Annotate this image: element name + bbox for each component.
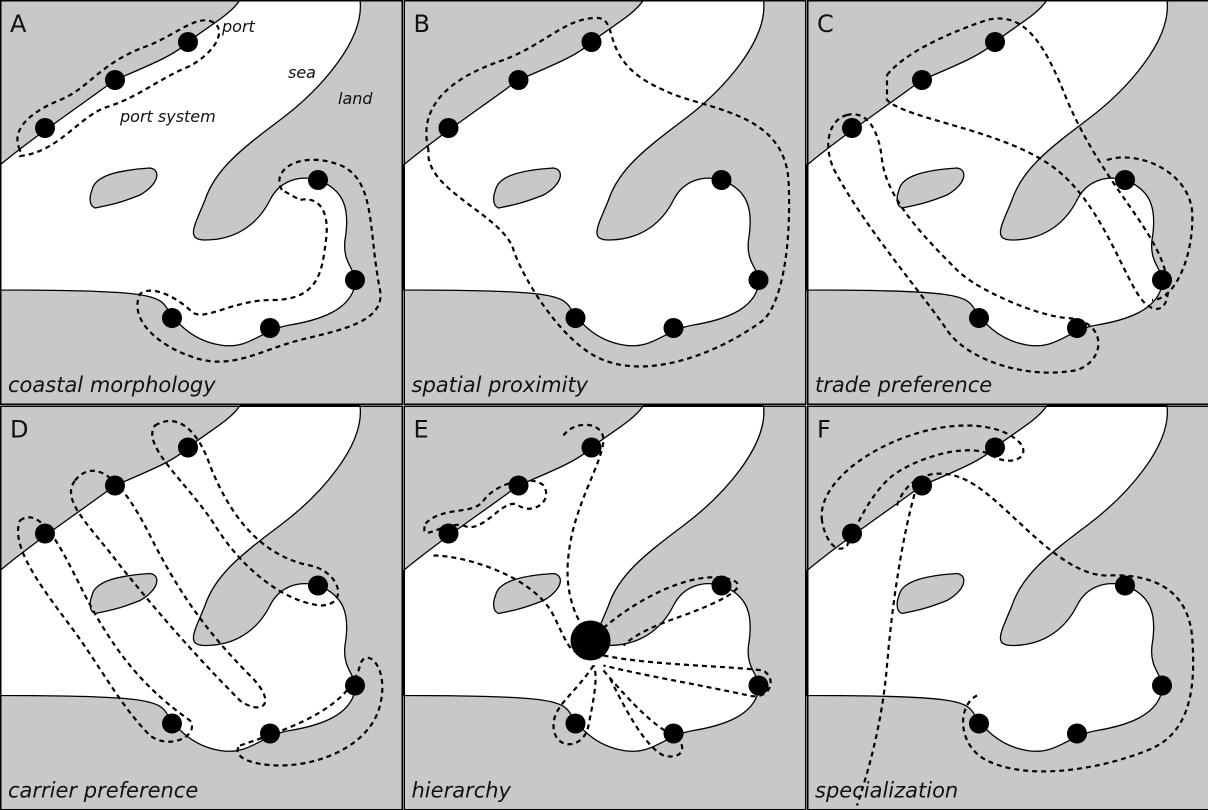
map xyxy=(402,404,807,810)
port-dot xyxy=(508,475,529,496)
panel-letter: F xyxy=(817,416,831,444)
panel-letter: E xyxy=(414,416,429,444)
port-dot xyxy=(663,318,684,338)
port-dot xyxy=(711,170,732,190)
panel-caption: hierarchy xyxy=(412,779,512,803)
map xyxy=(0,0,403,405)
port-dot xyxy=(162,713,182,734)
port-dot xyxy=(1067,723,1087,744)
panel-letter: A xyxy=(10,10,27,38)
panel-caption: trade preference xyxy=(815,373,992,397)
port-dot xyxy=(105,70,125,90)
port-dot xyxy=(162,308,182,328)
port-dot xyxy=(985,437,1005,458)
annotation: port system xyxy=(119,107,216,126)
hub-port xyxy=(570,620,611,661)
annotation: port xyxy=(221,17,256,36)
port-dot xyxy=(35,118,55,138)
port-dot xyxy=(581,32,602,52)
panel-caption: coastal morphology xyxy=(8,373,216,397)
port-dot xyxy=(912,70,932,90)
panel-caption: spatial proximity xyxy=(412,373,589,397)
port-dot xyxy=(663,723,684,744)
port-dot xyxy=(748,675,769,696)
port-dot xyxy=(985,32,1005,52)
port-dot xyxy=(969,713,989,734)
port-dot xyxy=(35,523,55,544)
port-dot xyxy=(260,723,280,744)
panel-letter: C xyxy=(817,10,834,38)
port-dot xyxy=(842,523,862,544)
port-dot xyxy=(711,575,732,596)
panel-letter: D xyxy=(10,416,28,444)
port-dot xyxy=(581,437,602,458)
port-dot xyxy=(1067,318,1087,338)
panel-border xyxy=(807,0,1208,405)
port-dot xyxy=(345,270,365,290)
port-dot xyxy=(178,32,198,52)
panel-border xyxy=(0,0,403,405)
port-dot xyxy=(842,118,862,138)
map xyxy=(0,404,403,810)
port-dot xyxy=(1152,675,1172,696)
map xyxy=(806,404,1208,810)
annotation: land xyxy=(338,89,373,108)
panel-caption: carrier preference xyxy=(8,779,198,803)
port-dot xyxy=(1115,575,1135,596)
map xyxy=(402,0,807,405)
port-dot xyxy=(105,475,125,496)
map xyxy=(806,0,1208,405)
port-dot xyxy=(565,308,586,328)
port-dot xyxy=(969,308,989,328)
port-dot xyxy=(1152,270,1172,290)
port-dot xyxy=(565,713,586,734)
panel-letter: B xyxy=(414,10,430,38)
port-dot xyxy=(345,675,365,696)
port-dot xyxy=(912,475,932,496)
port-dot xyxy=(308,170,328,190)
port-dot xyxy=(178,437,198,458)
port-dot xyxy=(748,270,769,290)
port-dot xyxy=(260,318,280,338)
port-dot xyxy=(438,523,459,544)
annotation: sea xyxy=(288,63,316,82)
panel-border xyxy=(403,0,807,405)
port-dot xyxy=(438,118,459,138)
panel-caption: specialization xyxy=(815,779,958,803)
port-dot xyxy=(508,70,529,90)
port-dot xyxy=(308,575,328,596)
port-dot xyxy=(1115,170,1135,190)
